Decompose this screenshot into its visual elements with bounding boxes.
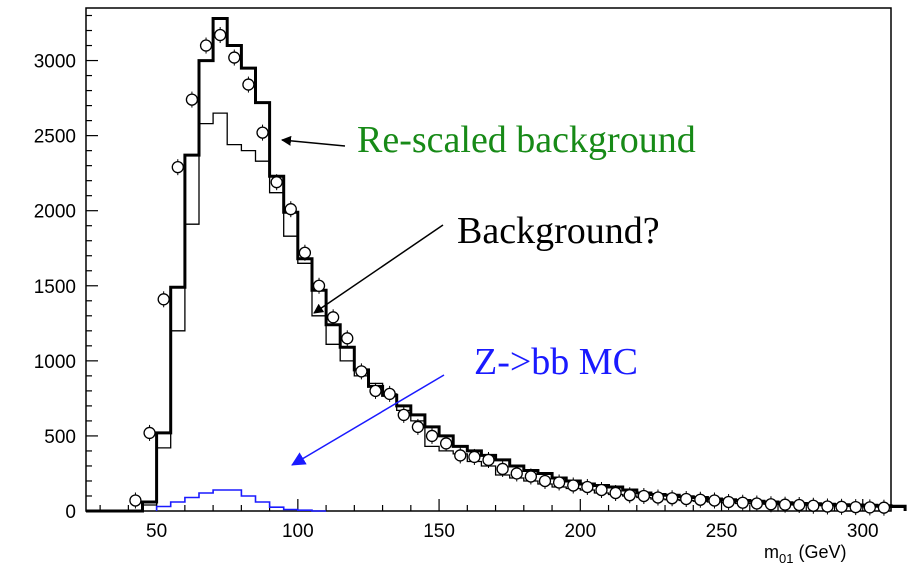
data-point [708,494,721,507]
data-point [326,311,340,324]
y-tick-label: 2500 [34,127,76,148]
data-point [341,332,354,345]
x-tick-label: 100 [282,521,314,542]
data-point [143,426,156,440]
data-point [665,492,679,505]
data-point [750,497,763,510]
data-point [863,501,876,514]
data-point [538,474,552,488]
data-point [807,499,820,512]
plot-frame [85,7,892,512]
data-point [482,453,495,467]
arrow-zbb-mc [291,374,445,466]
x-axis-label-main: m [764,542,779,562]
data-point [157,293,170,306]
data-point [623,489,636,502]
data-point [411,420,425,434]
y-tick-label: 1500 [34,277,76,298]
data-point [736,496,749,509]
data-point [256,126,269,139]
x-tick-label: 50 [146,521,167,542]
x-axis-label: m01 (GeV) [764,542,846,566]
data-point [651,491,665,504]
y-tick-label: 0 [65,502,76,523]
data-point [524,470,538,483]
data-point [849,500,862,514]
data-point [694,493,707,506]
data-point [214,28,227,42]
x-axis-label-unit: (GeV) [798,542,846,562]
data-point [298,246,312,259]
arrow-background [313,224,444,314]
annotation-background: Background? [457,210,660,252]
data-point [567,479,580,492]
series-0-histogram-line [86,17,907,513]
series-1-histogram-line [86,112,906,512]
x-axis-label-sub: 01 [779,551,793,566]
data-point [609,486,622,500]
x-tick-label: 300 [847,521,879,542]
data-point [228,51,241,64]
data-point [355,365,368,378]
data-point [270,176,283,189]
y-tick-label: 500 [44,427,76,448]
data-point [425,429,439,443]
data-point [821,500,834,513]
data-point [383,387,396,401]
data-point [835,500,848,513]
data-point [581,480,594,494]
data-point [468,450,481,464]
x-tick-label: 150 [423,521,455,542]
data-point [778,498,792,511]
y-tick-label: 1000 [34,352,76,373]
data-point [764,498,778,511]
data-point [877,501,891,514]
data-point [185,93,199,106]
data-point [312,279,326,292]
y-tick-label: 2000 [34,202,76,223]
data-markers [129,27,891,516]
y-tick-label: 3000 [34,52,76,73]
data-point [369,384,382,398]
data-point [129,494,142,507]
series-2-histogram-line [155,489,327,512]
data-point [242,78,255,91]
axes: 0 500 1000 1500 2000 2500 3000 50 100 150 200 250 30… [34,14,892,542]
arrow-rescaled-background [281,135,346,147]
data-point [496,462,509,476]
data-point [171,161,184,174]
data-point [454,449,467,462]
data-point [199,39,213,52]
x-tick-label: 250 [706,521,738,542]
data-point [680,492,693,506]
data-point [439,437,453,450]
annotation-zbb-mc: Z->bb MC [474,341,638,383]
data-point [637,489,651,503]
x-tick-label: 200 [564,521,596,542]
data-point [552,476,566,489]
data-point [510,467,523,480]
series-layer [86,17,907,513]
annotation-rescaled-background: Re-scaled background [357,119,696,161]
data-point [397,408,410,422]
data-point [722,495,735,509]
data-point [595,483,608,497]
data-point [793,498,806,512]
data-point [284,203,297,216]
